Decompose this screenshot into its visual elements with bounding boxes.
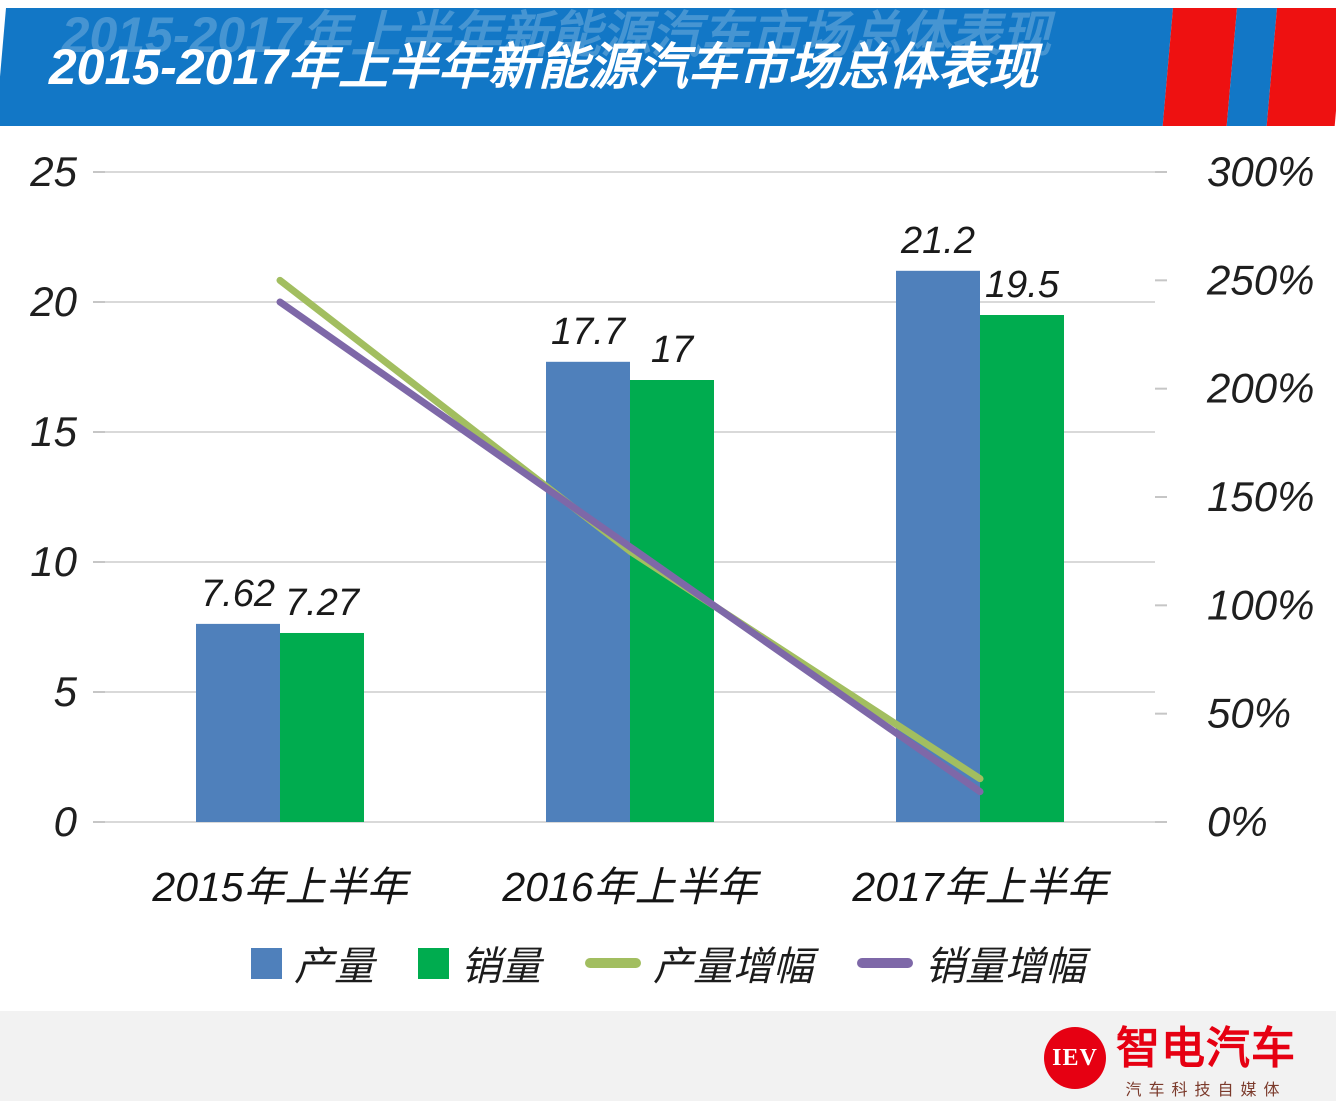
logo-tagline: 汽车科技自媒体 — [1125, 1082, 1287, 1099]
production-square-swatch-icon — [251, 947, 282, 979]
production-value-label: 7.62 — [201, 573, 275, 615]
production-value-label: 17.7 — [551, 311, 627, 353]
right-axis-label: 250% — [1206, 256, 1314, 303]
right-axis-label: 150% — [1207, 473, 1314, 520]
production-bar — [546, 361, 630, 822]
logo-badge-text: IEV — [1052, 1044, 1098, 1071]
left-axis-label: 0 — [54, 798, 78, 845]
legend-item-sales-growth: 销量增幅 — [857, 934, 1085, 992]
left-axis-label: 5 — [54, 668, 78, 715]
chart-legend: 产量 销量 产量增幅 销量增幅 — [0, 934, 1336, 992]
iev-logo-icon: IEV — [1044, 1027, 1106, 1089]
right-axis-label: 0% — [1207, 798, 1268, 845]
legend-item-sales: 销量 — [418, 934, 541, 992]
left-axis-label: 25 — [29, 148, 77, 195]
left-axis-label: 15 — [30, 408, 77, 455]
legend-label-sales: 销量 — [461, 945, 541, 989]
sales-square-swatch-icon — [418, 947, 449, 979]
brand-logo: IEV 智电汽车 汽车科技自媒体 — [1044, 1027, 1296, 1100]
x-axis-category-label: 2017年上半年 — [851, 864, 1111, 910]
legend-label-production-growth: 产量增幅 — [653, 945, 813, 989]
legend-item-production-growth: 产量增幅 — [585, 934, 813, 992]
production-growth-line-swatch-icon — [585, 958, 641, 968]
sales-value-label: 17 — [651, 329, 695, 371]
production-growth-line — [276, 276, 984, 783]
production-value-label: 21.2 — [900, 220, 975, 262]
left-axis-label: 10 — [30, 538, 77, 585]
logo-text: 智电汽车 汽车科技自媒体 — [1116, 1027, 1296, 1100]
right-axis-label: 200% — [1206, 365, 1314, 412]
right-axis-label: 50% — [1207, 690, 1291, 737]
sales-value-label: 7.27 — [285, 582, 361, 624]
right-axis-label: 300% — [1207, 148, 1314, 195]
x-axis-category-label: 2015年上半年 — [151, 864, 411, 910]
left-axis-label: 20 — [29, 278, 77, 325]
x-axis-category-label: 2016年上半年 — [501, 864, 761, 910]
sales-bar — [280, 632, 364, 822]
footer-strip: IEV 智电汽车 汽车科技自媒体 — [0, 1011, 1336, 1101]
combo-chart: 05101520250%50%100%150%200%250%300%7.621… — [29, 148, 1314, 910]
sales-growth-line — [276, 298, 984, 796]
legend-item-production: 产量 — [251, 934, 374, 992]
legend-label-sales-growth: 销量增幅 — [925, 945, 1085, 989]
sales-value-label: 19.5 — [985, 264, 1060, 306]
sales-bar — [980, 315, 1064, 822]
production-bar — [196, 623, 280, 822]
legend-label-production: 产量 — [294, 945, 374, 989]
sales-bar — [630, 380, 714, 822]
logo-name: 智电汽车 — [1116, 1024, 1296, 1073]
right-axis-label: 100% — [1207, 581, 1314, 628]
sales-growth-line-swatch-icon — [857, 958, 913, 968]
